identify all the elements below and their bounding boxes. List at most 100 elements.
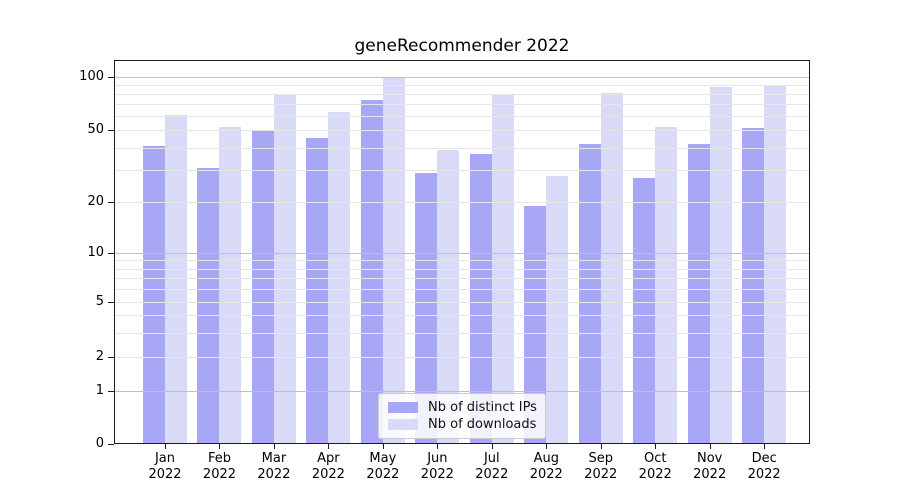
x-tick-year: 2022 [420, 467, 454, 482]
minor-gridline [114, 315, 810, 316]
x-tick [546, 444, 548, 449]
y-tick [108, 444, 114, 445]
legend: Nb of distinct IPs Nb of downloads [378, 393, 546, 439]
y-tick-label: 20 [87, 194, 104, 209]
bar-downloads-jun [437, 149, 460, 444]
minor-gridline [114, 202, 810, 203]
bar-distinct-ips-jun [415, 172, 438, 444]
minor-gridline [114, 170, 810, 171]
bar-distinct-ips-mar [251, 130, 274, 444]
x-tick-label: Mar 2022 [257, 451, 291, 482]
x-tick-label: Oct 2022 [638, 451, 672, 482]
y-tick [108, 302, 114, 303]
y-tick [108, 130, 114, 131]
bar-downloads-feb [219, 127, 242, 444]
minor-gridline [114, 130, 810, 131]
bar-downloads-aug [546, 175, 569, 444]
x-tick-year: 2022 [475, 467, 509, 482]
minor-gridline [114, 148, 810, 149]
minor-gridline [114, 333, 810, 334]
x-tick [219, 444, 221, 449]
x-tick [764, 444, 766, 449]
bar-distinct-ips-nov [687, 143, 710, 444]
x-tick-year: 2022 [747, 467, 781, 482]
x-tick [273, 444, 275, 449]
y-tick [108, 202, 114, 203]
x-tick-label: Nov 2022 [693, 451, 727, 482]
bar-distinct-ips-sep [578, 143, 601, 444]
minor-gridline [114, 278, 810, 279]
bar-downloads-nov [709, 86, 732, 444]
x-tick-year: 2022 [366, 467, 400, 482]
x-tick [382, 444, 384, 449]
minor-gridline [114, 116, 810, 117]
x-tick-label: Jul 2022 [475, 451, 509, 482]
x-tick-label: Dec 2022 [747, 451, 781, 482]
x-tick-label: Aug 2022 [529, 451, 563, 482]
y-tick [108, 391, 114, 392]
x-tick [328, 444, 330, 449]
y-tick-label: 100 [79, 69, 104, 84]
x-tick-year: 2022 [148, 467, 182, 482]
x-tick-label: Apr 2022 [311, 451, 345, 482]
bar-distinct-ips-dec [742, 128, 765, 444]
legend-swatch-downloads [388, 419, 418, 430]
legend-item-distinct-ips: Nb of distinct IPs [388, 399, 537, 416]
minor-gridline [114, 85, 810, 86]
x-tick-year: 2022 [311, 467, 345, 482]
x-tick-year: 2022 [693, 467, 727, 482]
major-gridline [114, 253, 810, 254]
bar-downloads-jan [165, 114, 187, 444]
bar-distinct-ips-aug [524, 205, 547, 444]
x-tick-year: 2022 [257, 467, 291, 482]
x-tick [165, 444, 166, 449]
minor-gridline [114, 260, 810, 261]
x-tick [600, 444, 602, 449]
y-tick [108, 357, 114, 358]
y-tick-label: 0 [95, 436, 104, 451]
y-tick [108, 77, 114, 78]
bar-distinct-ips-jul [469, 153, 492, 444]
x-tick-label: Jan 2022 [148, 451, 182, 482]
minor-gridline [114, 357, 810, 358]
bar-downloads-sep [600, 93, 623, 444]
legend-swatch-distinct-ips [388, 402, 418, 413]
y-tick-label: 1 [95, 383, 104, 398]
y-tick-label: 5 [95, 294, 104, 309]
plot-area: Nb of distinct IPs Nb of downloads 0 1 2 5 1… [79, 60, 810, 482]
x-tick [437, 444, 439, 449]
x-tick-label: Jun 2022 [420, 451, 454, 482]
x-tick-label: Feb 2022 [202, 451, 237, 482]
y-tick-label: 10 [87, 245, 104, 260]
minor-gridline [114, 269, 810, 270]
minor-gridline [114, 302, 810, 303]
major-gridline [114, 391, 810, 392]
x-tick-year: 2022 [638, 467, 672, 482]
legend-label-distinct-ips: Nb of distinct IPs [428, 400, 537, 415]
bar-distinct-ips-feb [197, 167, 220, 444]
x-tick-year: 2022 [584, 467, 618, 482]
y-tick [108, 253, 114, 254]
bar-distinct-ips-jan [143, 145, 165, 444]
chart-title: geneRecommender 2022 [354, 36, 570, 56]
x-tick-year: 2022 [202, 467, 237, 482]
y-tick-label: 50 [87, 122, 104, 137]
y-tick-label: 2 [95, 349, 104, 364]
minor-gridline [114, 94, 810, 95]
bar-distinct-ips-apr [306, 138, 329, 444]
bar-downloads-dec [764, 85, 787, 444]
x-tick [709, 444, 711, 449]
legend-item-downloads: Nb of downloads [388, 416, 536, 433]
minor-gridline [114, 289, 810, 290]
major-gridline [114, 77, 810, 78]
legend-label-downloads: Nb of downloads [428, 417, 537, 432]
bar-distinct-ips-oct [633, 178, 656, 444]
x-tick [655, 444, 657, 449]
x-tick-label: Sep 2022 [584, 451, 618, 482]
x-tick [491, 444, 493, 449]
bar-downloads-oct [655, 127, 678, 444]
minor-gridline [114, 104, 810, 105]
x-tick-label: May 2022 [366, 451, 400, 482]
x-tick-year: 2022 [529, 467, 563, 482]
